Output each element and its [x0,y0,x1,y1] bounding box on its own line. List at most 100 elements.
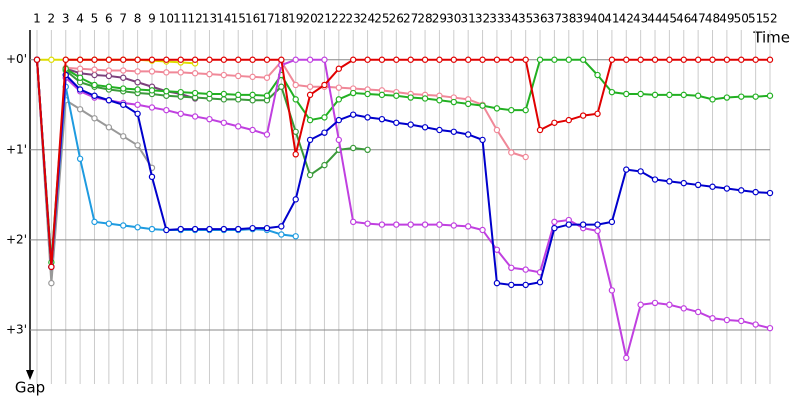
x-tick-label: 8 [134,12,142,26]
data-point [464,56,472,63]
data-point [579,112,587,119]
data-point [249,126,256,134]
data-point [694,56,702,63]
data-point [263,74,271,81]
data-point [105,83,113,90]
y-tick-label: +1' [6,142,27,156]
x-tick-label: 42 [619,12,634,26]
data-point [378,56,386,63]
data-point [522,56,529,63]
x-tick-label: 43 [633,12,648,26]
x-tick-label: 1 [33,12,41,26]
data-point [163,88,170,95]
data-point [306,83,314,90]
y-axis-arrow [26,370,34,380]
data-point [349,111,357,118]
data-point [76,74,84,81]
data-point [206,225,213,233]
data-point [666,56,673,63]
data-point [91,71,98,79]
x-tick-label: 15 [231,12,246,26]
data-point [177,56,184,63]
data-point [120,74,127,81]
series-line [36,59,368,267]
data-point [450,56,458,63]
data-point [306,91,314,99]
data-point [321,161,328,169]
x-tick-label: 46 [676,12,691,26]
data-point [263,92,271,99]
data-point [335,84,343,91]
x-tick-label: 30 [446,12,461,26]
data-point [594,71,601,79]
data-point [48,263,55,271]
data-point [120,222,127,229]
x-tick-label: 22 [331,12,346,26]
data-point [335,65,343,72]
data-point [651,91,659,99]
data-point [393,92,400,99]
data-point [105,220,113,227]
data-point [623,90,630,98]
data-point [508,106,515,114]
data-point [206,70,213,78]
data-point [105,56,113,63]
data-point [594,221,601,228]
data-point [220,71,228,79]
data-point [220,56,228,63]
data-point [120,101,127,108]
data-point [623,56,630,63]
x-tick-label: 5 [91,12,99,26]
data-point [637,90,644,98]
data-point [522,266,529,273]
data-point [163,56,170,63]
data-point [177,69,184,76]
data-point [292,196,299,203]
x-tick-label: 44 [647,12,662,26]
x-tick-label: 48 [705,12,720,26]
data-point [651,56,659,63]
data-point [436,56,443,63]
data-point [306,56,314,63]
data-point [680,91,687,99]
data-point [191,113,199,120]
data-point [738,187,745,194]
data-point [436,221,443,228]
x-tick-label: 3 [62,12,70,26]
x-tick-label: 52 [762,12,777,26]
data-point [134,79,141,86]
x-tick-label: 20 [302,12,317,26]
data-point [694,308,702,316]
data-point [292,233,299,240]
x-tick-label: 40 [590,12,605,26]
data-point [220,96,228,103]
data-point [105,67,113,74]
data-point [536,279,544,286]
data-point [594,227,601,235]
data-point [608,287,616,294]
x-tick-label: 47 [690,12,705,26]
data-point [565,56,572,63]
data-point [450,98,458,106]
data-point [766,56,774,63]
x-tick-label: 12 [187,12,202,26]
data-point [421,56,429,63]
data-point [235,72,242,80]
data-point [91,66,98,73]
data-point [364,56,371,63]
data-point [249,224,256,232]
data-point [148,225,156,233]
data-point [479,102,486,109]
data-point [120,56,127,63]
data-point [579,56,587,63]
data-point [694,92,702,99]
data-point [450,222,458,229]
data-point [393,56,400,63]
x-tick-label: 51 [748,12,763,26]
data-point [436,97,443,104]
data-point [335,96,343,103]
x-tick-label: 13 [202,12,217,26]
data-point [608,88,616,96]
data-point [134,56,141,63]
